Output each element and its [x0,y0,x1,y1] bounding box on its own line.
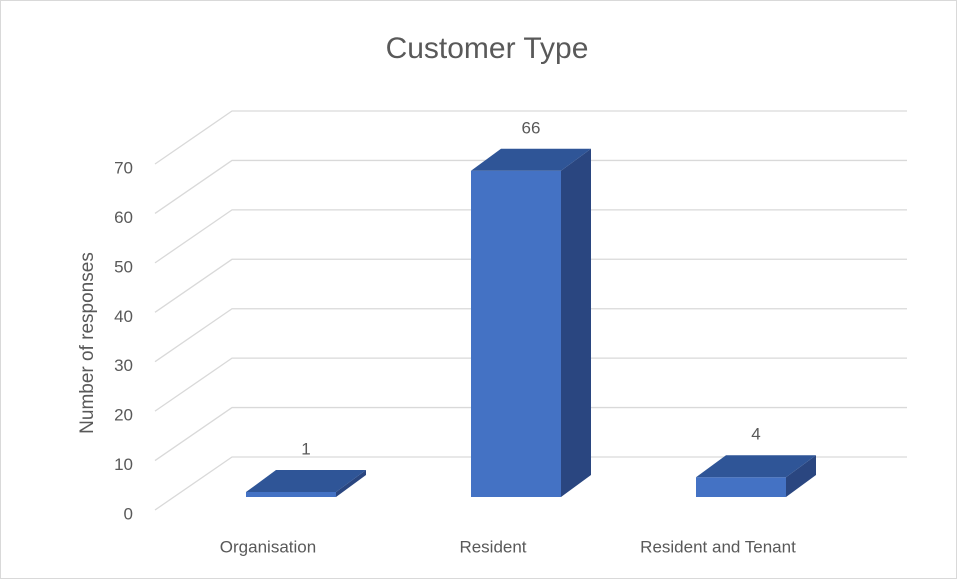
y-tick-label: 50 [114,257,133,276]
y-axis-title: Number of responses [77,252,98,434]
bar [246,470,366,497]
grid-line [154,308,907,363]
grid-line [154,258,907,313]
grid-line [154,406,907,462]
bar-front [246,492,336,497]
y-tick-label: 0 [124,504,133,523]
data-label: 66 [522,118,541,137]
bar-top [471,148,591,171]
bar-top [696,455,816,478]
bar-side [336,470,366,497]
grid-line [154,456,907,511]
bar-side [561,148,591,497]
y-tick-label: 20 [114,406,133,425]
bar-side [786,455,816,497]
bar [696,455,816,497]
y-tick-label: 60 [114,208,133,227]
x-tick-label: Organisation [220,537,316,556]
y-tick-label: 70 [114,158,133,177]
bar-top [246,470,366,493]
bar [471,148,591,497]
x-tick-label: Resident and Tenant [640,537,796,556]
grid-line [154,110,907,165]
data-label: 1 [301,440,310,459]
bar-front [696,477,786,497]
chart-title: Customer Type [386,32,589,65]
data-label: 4 [751,425,760,444]
grid-line [154,209,907,264]
bar-front [471,170,561,497]
grid-line [154,357,907,412]
x-tick-label: Resident [459,537,526,556]
y-tick-label: 40 [114,307,133,326]
y-tick-label: 30 [114,356,133,375]
y-tick-label: 10 [114,455,133,474]
grid-line [154,159,907,214]
